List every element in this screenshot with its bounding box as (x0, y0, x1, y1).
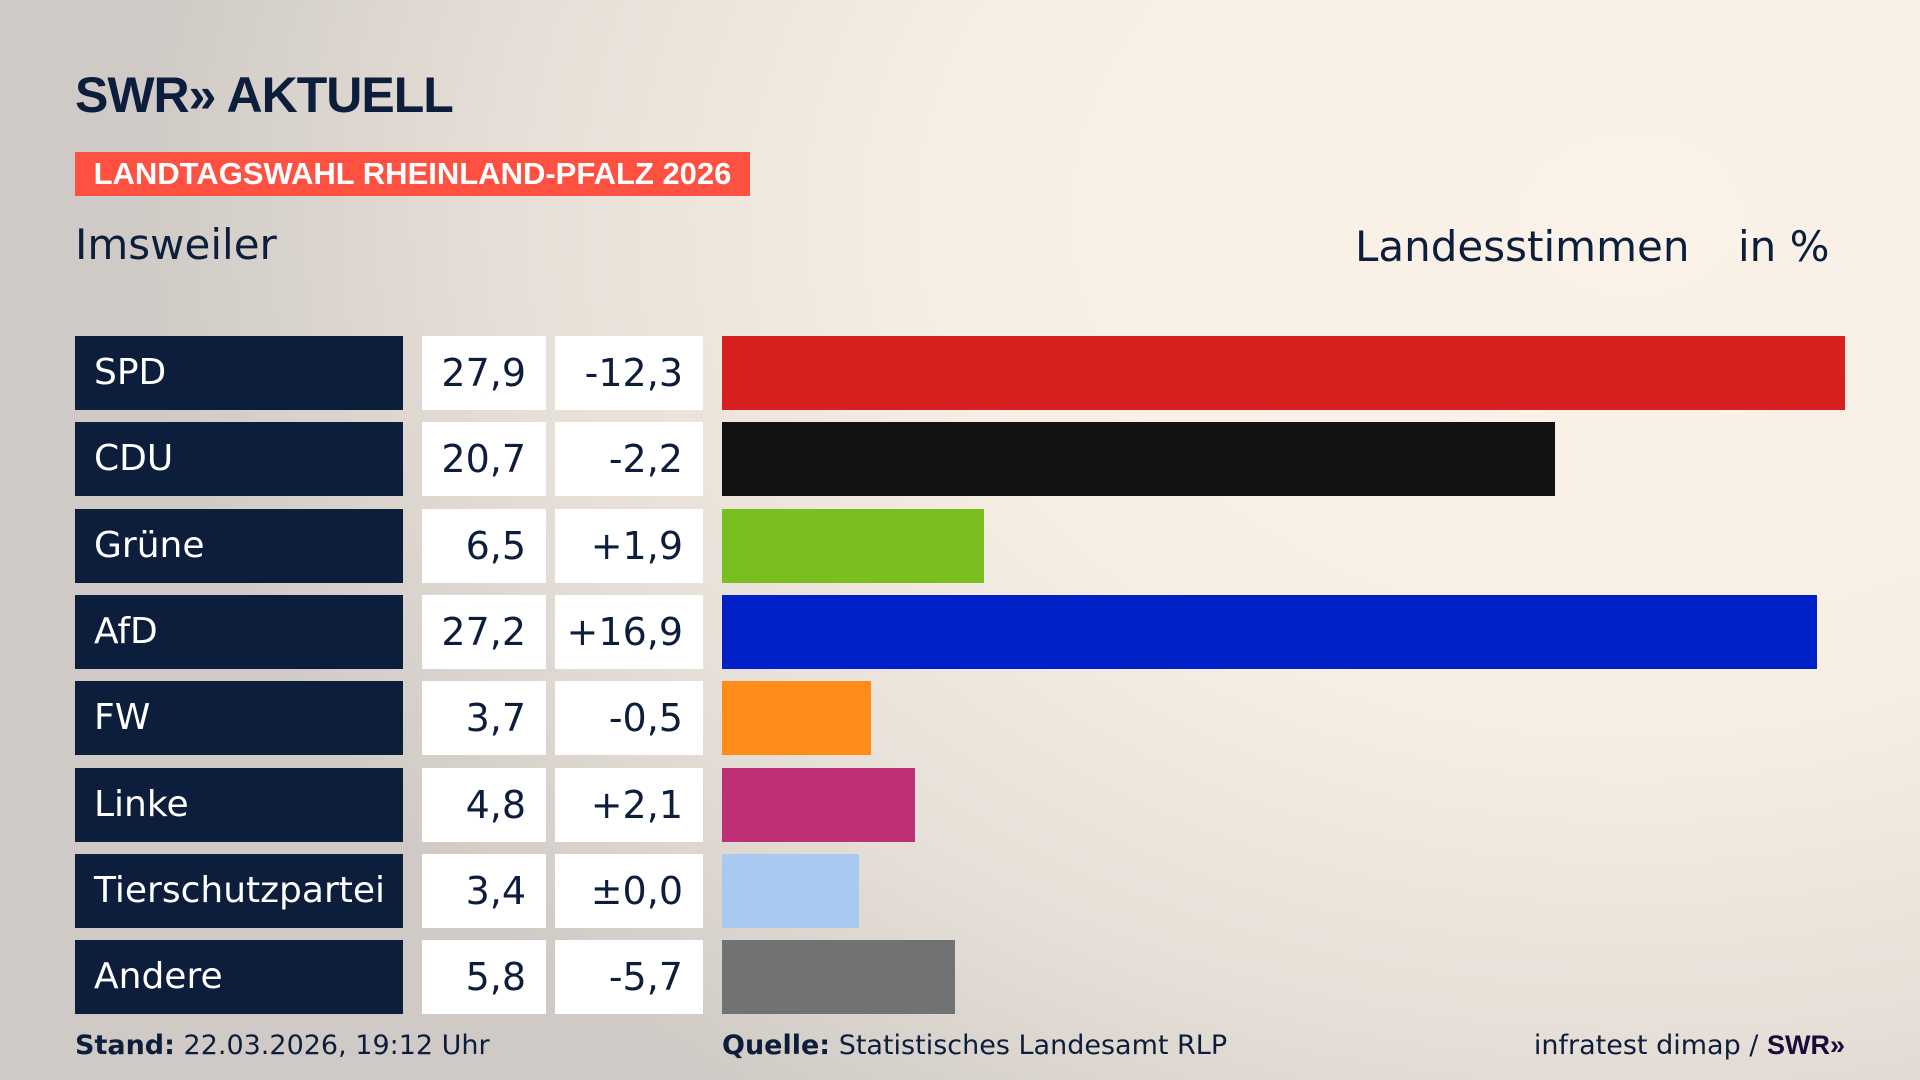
value-label: 4,8 (422, 767, 546, 842)
bar (722, 594, 1817, 669)
chart-row: Linke 4,8 +2,1 (0, 767, 1920, 842)
bar (722, 940, 956, 1015)
change-label: -12,3 (555, 336, 703, 410)
bar (722, 767, 916, 842)
change-label: -0,5 (555, 681, 703, 756)
value-label: 27,2 (422, 594, 546, 669)
timestamp: Stand: 22.03.2026, 19:12 Uhr (75, 1030, 490, 1061)
change-label: +16,9 (555, 594, 703, 669)
party-label: CDU (75, 422, 403, 497)
party-label: SPD (75, 336, 403, 410)
value-label: 5,8 (422, 940, 546, 1015)
credit: infratest dimap / SWR» (1534, 1030, 1845, 1061)
chart-row: CDU 20,7 -2,2 (0, 422, 1920, 497)
change-label: +2,1 (555, 767, 703, 842)
value-label: 3,4 (422, 853, 546, 928)
election-banner: LANDTAGSWAHL RHEINLAND-PFALZ 2026 (75, 152, 750, 196)
stand-label: Stand: (75, 1030, 175, 1061)
chart-row: FW 3,7 -0,5 (0, 681, 1920, 756)
value-label: 3,7 (422, 681, 546, 756)
party-label: AfD (75, 594, 403, 669)
change-label: -2,2 (555, 422, 703, 497)
chart-row: Tierschutzpartei 3,4 ±0,0 (0, 853, 1920, 928)
value-label: 6,5 (422, 508, 546, 583)
change-label: +1,9 (555, 508, 703, 583)
party-label: Grüne (75, 508, 403, 583)
bar (722, 508, 984, 583)
credit-text: infratest dimap / (1533, 1030, 1767, 1061)
bar (722, 336, 1845, 410)
change-label: ±0,0 (555, 853, 703, 928)
party-label: Linke (75, 767, 403, 842)
change-label: -5,7 (555, 940, 703, 1015)
unit-label: in % (1738, 222, 1830, 271)
chart-row: AfD 27,2 +16,9 (0, 594, 1920, 669)
chart-row: Grüne 6,5 +1,9 (0, 508, 1920, 583)
swr-aktuell-logo: SWR» AKTUELL (75, 67, 454, 123)
bar (722, 681, 871, 756)
party-label: FW (75, 681, 403, 756)
value-label: 27,9 (422, 336, 546, 410)
stand-value: 22.03.2026, 19:12 Uhr (183, 1030, 490, 1061)
source-value: Statistisches Landesamt RLP (838, 1030, 1228, 1061)
chart-row: Andere 5,8 -5,7 (0, 940, 1920, 1015)
party-label: Andere (75, 940, 403, 1015)
source-label: Quelle: (722, 1030, 831, 1061)
chart-row: SPD 27,9 -12,3 (0, 336, 1920, 410)
swr-logo: SWR» (1766, 1030, 1845, 1060)
bar (722, 422, 1556, 497)
bar (722, 853, 859, 928)
source: Quelle: Statistisches Landesamt RLP (722, 1030, 1227, 1061)
value-label: 20,7 (422, 422, 546, 497)
party-label: Tierschutzpartei (75, 853, 403, 928)
location-title: Imsweiler (75, 220, 277, 269)
measure-label: Landesstimmen (1355, 222, 1690, 271)
